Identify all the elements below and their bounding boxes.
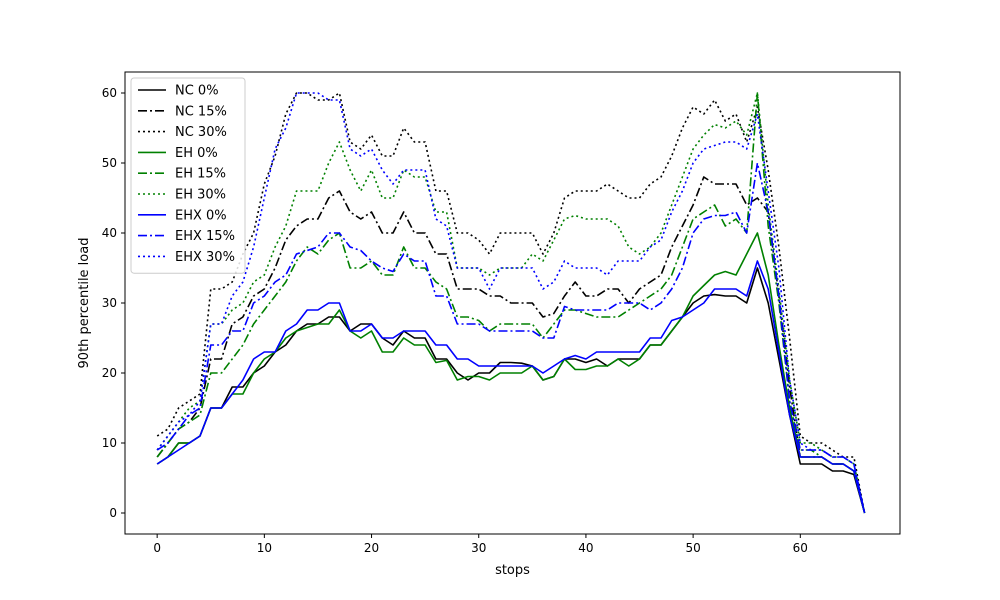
legend-label: EHX 15%: [175, 229, 235, 244]
legend-label: EHX 30%: [175, 250, 235, 265]
y-tick-label: 50: [102, 156, 117, 170]
y-axis-label: 90th percentile load: [77, 238, 92, 369]
x-tick-label: 10: [257, 541, 272, 555]
x-axis-label: stops: [495, 563, 530, 578]
y-tick-label: 60: [102, 86, 117, 100]
legend-label: EH 0%: [175, 146, 218, 161]
y-tick-label: 10: [102, 436, 117, 450]
x-tick-label: 50: [685, 541, 700, 555]
y-tick-label: 40: [102, 226, 117, 240]
y-axis: 0 10 20 30 40 50 60: [102, 86, 125, 520]
legend-label: EHX 0%: [175, 208, 227, 223]
legend: NC 0% NC 15% NC 30% EH 0% EH 15% EH 30% EHX 0%…: [130, 77, 246, 274]
x-tick-label: 0: [153, 541, 161, 555]
legend-label: EH 30%: [175, 188, 226, 203]
legend-label: NC 30%: [175, 125, 227, 140]
series-line-nc-15-: [156, 176, 866, 514]
series-line-ehx-30-: [156, 92, 866, 514]
y-tick-label: 20: [102, 366, 117, 380]
x-tick-label: 60: [793, 541, 808, 555]
series-lines: [156, 92, 866, 514]
series-line-ehx-0-: [156, 260, 866, 514]
y-tick-label: 30: [102, 296, 117, 310]
x-axis: 0 10 20 30 40 50 60: [153, 534, 808, 555]
series-line-nc-30-: [156, 92, 866, 514]
series-line-eh-30-: [156, 92, 866, 514]
x-tick-label: 30: [471, 541, 486, 555]
legend-label: NC 15%: [175, 104, 227, 119]
y-tick-label: 0: [109, 506, 117, 520]
legend-label: EH 15%: [175, 167, 226, 182]
legend-label: NC 0%: [175, 84, 219, 99]
x-tick-label: 40: [578, 541, 593, 555]
series-line-ehx-15-: [156, 162, 866, 514]
legend-box: [130, 77, 246, 274]
x-tick-label: 20: [364, 541, 379, 555]
